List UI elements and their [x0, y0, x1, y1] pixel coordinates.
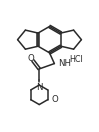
Text: O: O [51, 95, 58, 104]
Text: NH: NH [58, 59, 71, 68]
Text: HCl: HCl [69, 55, 83, 64]
Text: N: N [36, 83, 42, 92]
Text: O: O [27, 54, 34, 63]
